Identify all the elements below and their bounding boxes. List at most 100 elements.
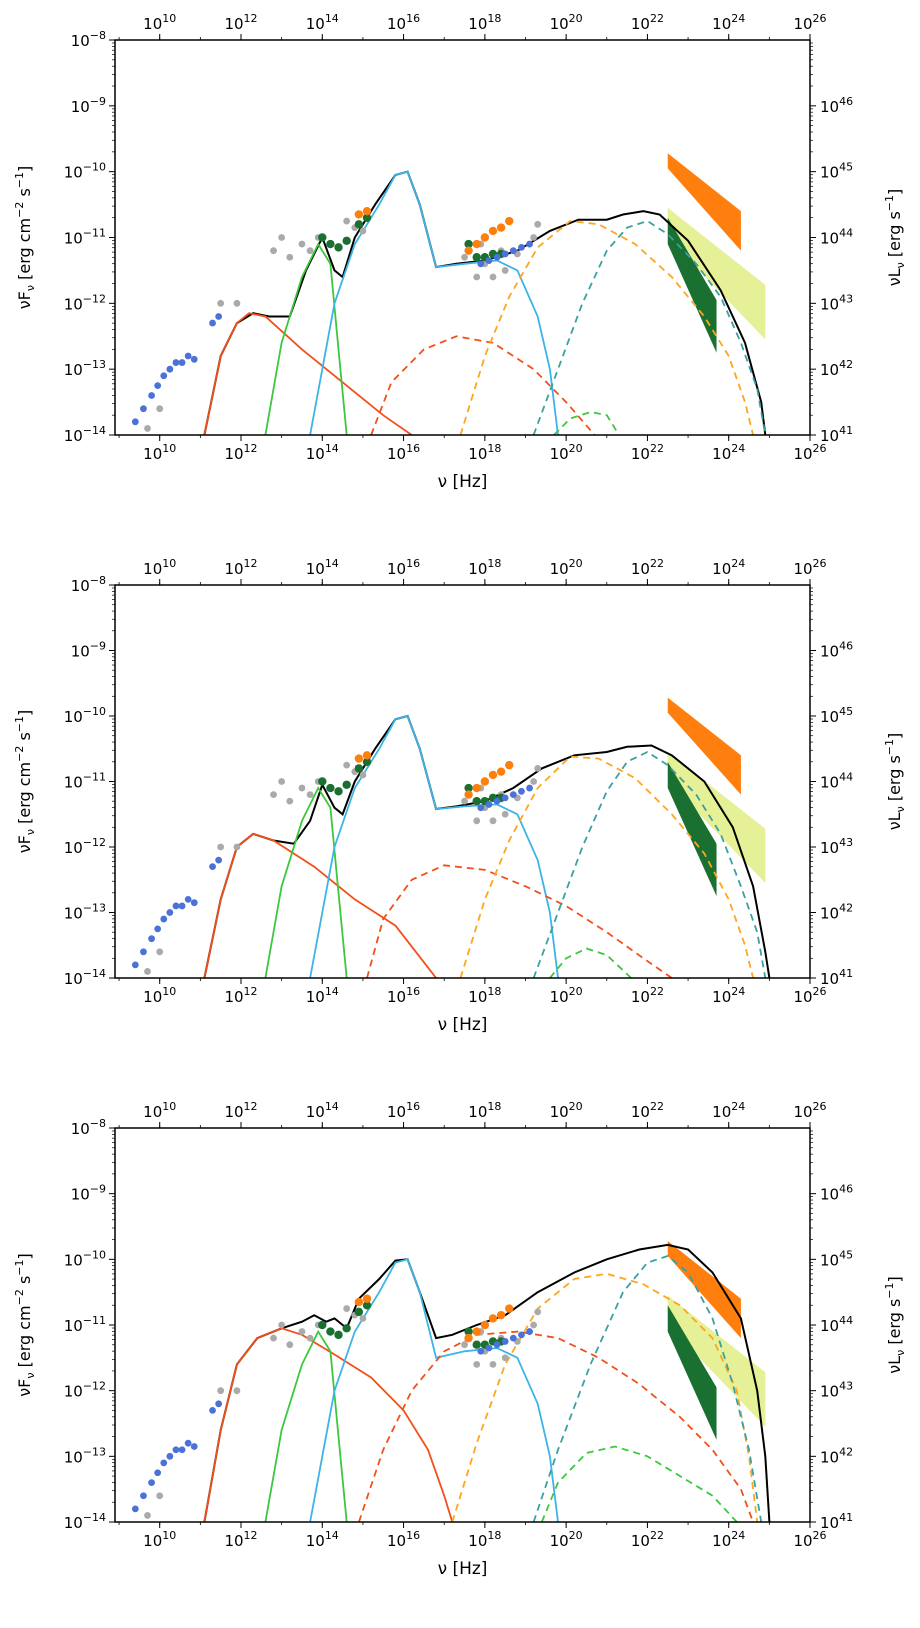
model-curve-1: [203, 1243, 771, 1522]
x-tick-label-top: 1022: [631, 557, 664, 578]
y-tick-label: 10−8: [71, 1117, 106, 1138]
model-curve-1: [203, 714, 771, 978]
x-tick-label: 1018: [468, 985, 501, 1006]
green-dots-point: [362, 1301, 372, 1310]
y-tick-label: 10−10: [64, 161, 106, 182]
y-axis-label-right: νLν [erg s−1]: [883, 189, 907, 287]
model-curve-4: [309, 1258, 559, 1522]
orange-dots-point: [362, 751, 372, 760]
x-tick-label-top: 1016: [387, 557, 420, 578]
y-tick-label: 10−9: [71, 640, 106, 661]
x-tick-label: 1010: [143, 1529, 176, 1550]
gamma-bowtie-3: [667, 761, 717, 897]
gamma-bowtie-1: [667, 1240, 741, 1339]
x-tick-label-top: 1020: [550, 12, 583, 33]
x-tick-label-top: 1024: [712, 12, 745, 33]
y-tick-label: 10−11: [64, 1314, 106, 1335]
xray-blue-point: [485, 1344, 493, 1352]
x-tick-label-top: 1010: [143, 557, 176, 578]
right-y-tick-label: 1042: [820, 902, 853, 923]
xray-blue-point: [509, 1334, 517, 1342]
right-y-tick-label: 1043: [820, 1380, 853, 1401]
right-y-tick-label: 1043: [820, 292, 853, 313]
radio-blue-point: [209, 1406, 216, 1414]
radio-blue-point: [166, 365, 174, 373]
x-tick-label: 1014: [306, 442, 339, 463]
axes-frame: [114, 584, 811, 979]
grey-scatter-point: [270, 791, 277, 798]
y-tick-label: 10−8: [71, 29, 106, 50]
grey-scatter-point: [534, 1308, 542, 1316]
radio-blue-point: [209, 863, 216, 871]
x-tick-label: 1024: [712, 985, 745, 1006]
grey-scatter-point: [278, 778, 286, 785]
xray-blue-point: [501, 794, 509, 802]
radio-blue-point: [178, 1446, 186, 1454]
grey-scatter-point: [286, 797, 294, 805]
orange-dots-point: [362, 1294, 372, 1303]
x-tick-label: 1016: [387, 985, 420, 1006]
grey-scatter-point: [144, 425, 151, 432]
grey-scatter-point: [270, 1334, 277, 1342]
x-tick-label: 1026: [793, 985, 826, 1006]
y-tick-label: 10−12: [64, 1380, 106, 1401]
grey-scatter-point: [298, 240, 306, 248]
radio-blue-point: [148, 392, 155, 399]
grey-scatter-point: [359, 1315, 367, 1322]
x-tick-label-top: 1010: [143, 1100, 176, 1121]
green-dots-point: [342, 780, 351, 789]
x-tick-label: 1022: [631, 442, 664, 463]
y-tick-label: 10−12: [64, 292, 106, 313]
radio-blue-point: [166, 909, 174, 916]
xray-blue-point: [477, 1347, 485, 1355]
x-tick-label: 1018: [468, 442, 501, 463]
green-dots-point: [472, 253, 481, 262]
radio-blue-point: [140, 948, 147, 956]
y-axis-label-right: νLν [erg s−1]: [883, 1276, 907, 1374]
right-y-tick-label: 1046: [820, 1183, 853, 1204]
right-y-tick-label: 1041: [820, 967, 853, 988]
y-axis-label-left: νFν [erg cm−2 s−1]: [13, 1253, 37, 1397]
grey-scatter-point: [233, 299, 241, 307]
right-y-tick-label: 1041: [820, 424, 853, 445]
model-curve-8: [540, 1445, 738, 1522]
orange-dots-point: [488, 226, 498, 236]
x-tick-label: 1016: [387, 442, 420, 463]
model-curve-7: [532, 1254, 763, 1522]
green-dots-point: [334, 787, 343, 796]
green-dots-point: [318, 1320, 327, 1330]
grey-scatter-point: [359, 771, 367, 779]
orange-dots-point: [362, 206, 372, 216]
grey-scatter-point: [530, 234, 538, 241]
radio-blue-point: [190, 1443, 198, 1450]
x-tick-label-top: 1022: [631, 1100, 664, 1121]
xray-blue-point: [518, 1331, 525, 1339]
grey-scatter-point: [306, 791, 314, 798]
model-curve-4: [309, 714, 559, 978]
right-y-tick-label: 1042: [820, 1445, 853, 1466]
orange-dots-point: [354, 754, 364, 763]
model-curve-3: [264, 786, 348, 978]
green-dots-point: [354, 764, 364, 773]
x-axis-label: ν [Hz]: [438, 1015, 488, 1035]
xray-blue-point: [493, 253, 501, 261]
x-tick-label: 1010: [143, 442, 176, 463]
green-dots-point: [464, 783, 473, 793]
x-axis-label: ν [Hz]: [438, 1559, 488, 1579]
x-tick-label: 1024: [712, 1529, 745, 1550]
sed-panel-3: 1010 1010 1012 1012 1014 1014 1016 1016 1018 1018…: [13, 1100, 907, 1579]
green-dots-point: [326, 239, 335, 249]
radio-blue-point: [178, 902, 186, 910]
x-tick-label-top: 1014: [306, 12, 339, 33]
radio-blue-point: [172, 1446, 180, 1454]
xray-blue-point: [526, 240, 533, 248]
y-tick-label: 10−11: [64, 771, 106, 792]
green-dots-point: [472, 796, 481, 806]
y-tick-label: 10−9: [71, 95, 106, 116]
gamma-bowtie-1: [667, 153, 741, 251]
xray-blue-point: [518, 243, 525, 251]
grey-scatter-point: [461, 1341, 468, 1349]
orange-dots-point: [480, 233, 490, 242]
